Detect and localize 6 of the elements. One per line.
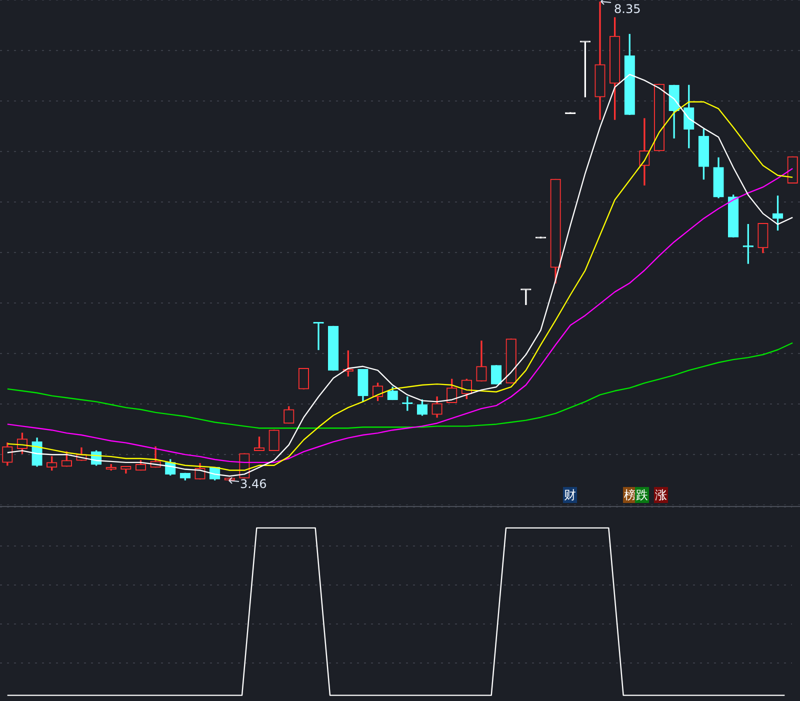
text: 跌 [635, 487, 649, 503]
text: 财 [563, 487, 577, 503]
text: 榜 [623, 487, 637, 503]
annotation: 8.35 [613, 1, 642, 17]
text: 涨 [654, 487, 668, 503]
annotation: 3.46 [239, 476, 268, 492]
